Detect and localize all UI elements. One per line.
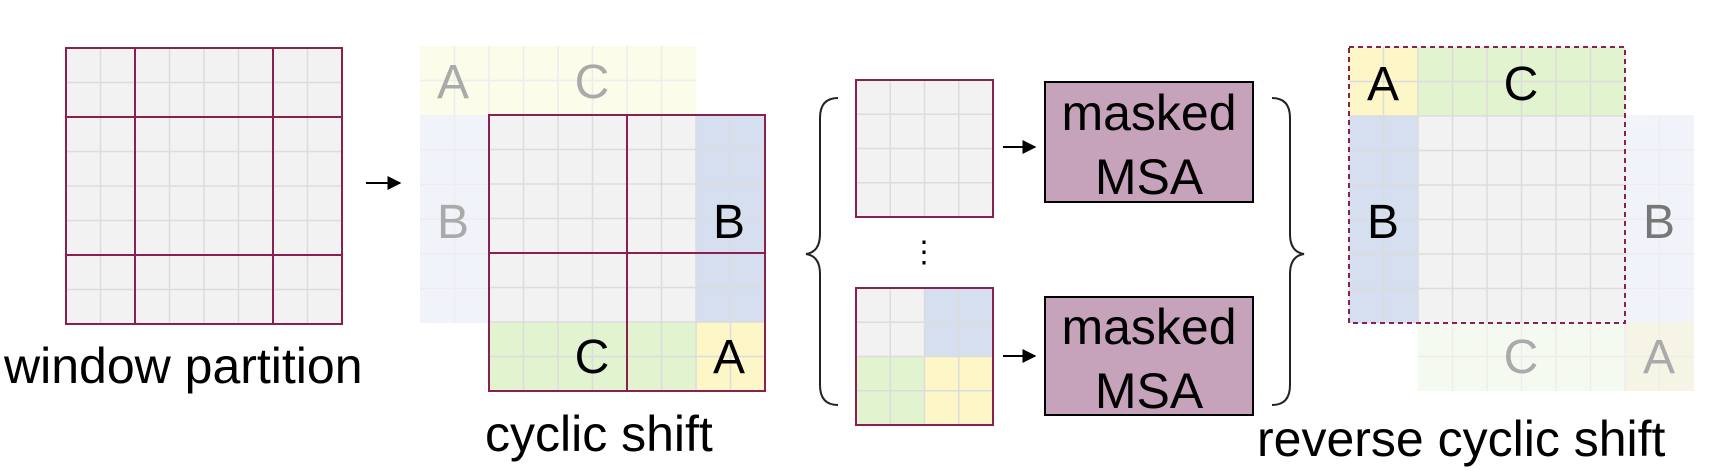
ghost-region-label-b: B bbox=[1643, 196, 1675, 249]
ghost-region-label-b: B bbox=[437, 196, 469, 249]
masked-msa-bottom-line2: MSA bbox=[1095, 363, 1204, 419]
left-curly-brace-icon bbox=[805, 97, 839, 406]
ellipsis-icon: ⋮ bbox=[909, 236, 939, 269]
ghost-region-label-a: A bbox=[437, 56, 469, 109]
window-partition-grid bbox=[65, 47, 343, 325]
right-curly-brace-icon bbox=[1271, 97, 1305, 406]
window-bottom bbox=[855, 287, 994, 426]
cyclic-shift-ghost-regions bbox=[420, 46, 696, 323]
ghost-region-label-c: C bbox=[575, 56, 610, 109]
ghost-region-label-c: C bbox=[1504, 331, 1539, 384]
masked-msa-box-bottom: masked MSA bbox=[1044, 296, 1254, 419]
masked-msa-top-line2: MSA bbox=[1095, 149, 1204, 205]
region-label-a: A bbox=[713, 331, 745, 384]
window-partition-label: window partition bbox=[3, 338, 363, 394]
region-label-a: A bbox=[1367, 58, 1399, 111]
reverse-cyclic-shift-label: reverse cyclic shift bbox=[1257, 411, 1666, 467]
masked-msa-bottom-line1: masked bbox=[1061, 299, 1236, 355]
cyclic-shift-grid bbox=[488, 114, 766, 392]
region-label-c: C bbox=[1504, 58, 1539, 111]
reverse-cyclic-shift-grid bbox=[1348, 46, 1626, 324]
masked-msa-top-line1: masked bbox=[1061, 85, 1236, 141]
window-top bbox=[855, 79, 994, 218]
reverse-ghost-regions bbox=[1418, 115, 1694, 391]
ghost-region-label-a: A bbox=[1643, 331, 1675, 384]
region-label-b: B bbox=[713, 196, 745, 249]
region-label-b: B bbox=[1367, 196, 1399, 249]
region-label-c: C bbox=[575, 331, 610, 384]
cyclic-shift-label: cyclic shift bbox=[485, 406, 713, 462]
masked-msa-box-top: masked MSA bbox=[1044, 81, 1254, 205]
